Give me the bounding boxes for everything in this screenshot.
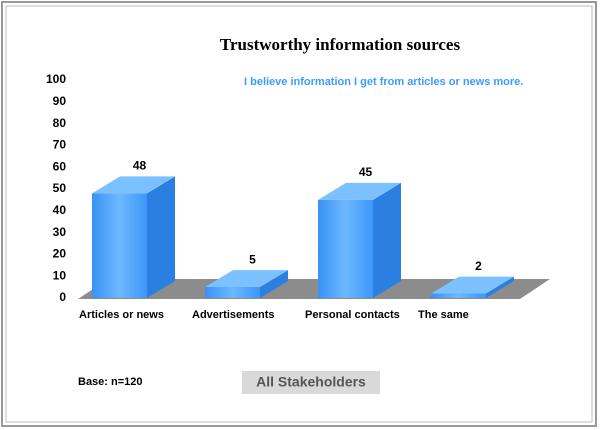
x-tick-label: Advertisements [192, 309, 275, 321]
y-tick-label: 60 [53, 159, 67, 173]
bar-top [92, 176, 175, 194]
y-tick-label: 80 [53, 116, 67, 130]
subtitle: All Stakeholders [256, 374, 366, 390]
bar [431, 293, 486, 298]
chart-title: Trustworthy information sources [220, 35, 461, 54]
subtitle-box [242, 371, 380, 394]
bar [92, 193, 147, 298]
y-tick-label: 50 [53, 181, 67, 195]
bar-side [373, 182, 401, 298]
y-tick-label: 70 [53, 138, 67, 152]
y-tick-label: 90 [53, 94, 67, 108]
bar-top [318, 182, 401, 200]
bar-top [205, 270, 288, 288]
x-tick-label: Personal contacts [305, 309, 400, 321]
bar-side [486, 276, 514, 298]
value-label: 45 [359, 165, 373, 179]
y-tick-label: 40 [53, 203, 67, 217]
value-label: 5 [249, 252, 256, 266]
value-label: 2 [475, 259, 482, 273]
y-tick-label: 100 [46, 72, 66, 86]
annotation: I believe information I get from article… [244, 76, 524, 88]
bar-side [260, 270, 288, 298]
bar-side [147, 176, 175, 298]
y-tick-label: 30 [53, 225, 67, 239]
bar-top [431, 276, 514, 294]
frame-inner [5, 5, 593, 423]
y-tick-label: 10 [53, 268, 67, 282]
bar [205, 287, 260, 298]
y-tick-label: 20 [53, 247, 67, 261]
x-tick-label: Articles or news [79, 309, 164, 321]
footnote: Base: n=120 [78, 376, 143, 388]
bar [318, 199, 373, 298]
x-tick-label: The same [418, 309, 469, 321]
value-label: 48 [133, 159, 147, 173]
y-tick-label: 0 [59, 290, 66, 304]
